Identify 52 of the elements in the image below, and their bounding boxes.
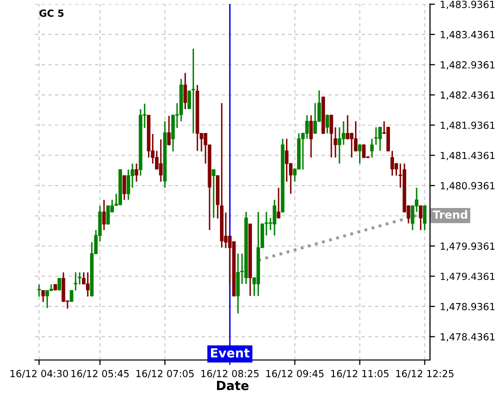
x-axis-title: Date xyxy=(217,380,249,390)
chart-title: GC 5 xyxy=(39,10,64,17)
y-tick-label: 1,478.9361 xyxy=(440,302,494,312)
y-tick-label: 1,483.9361 xyxy=(440,0,494,10)
candlestick xyxy=(45,290,49,309)
candlestick xyxy=(358,144,362,164)
candlestick xyxy=(102,199,106,231)
y-tick-label: 1,482.9361 xyxy=(440,61,494,70)
candlestick xyxy=(183,72,187,110)
candlestick xyxy=(159,138,163,182)
x-tick-label: 16/12 04:30 xyxy=(10,370,68,378)
candlestick xyxy=(62,272,66,303)
x-tick-label: 16/12 08:25 xyxy=(201,370,259,378)
candlestick xyxy=(284,138,288,182)
y-tick-label: 1,481.4361 xyxy=(440,152,494,160)
candlestick xyxy=(422,204,426,231)
candlestick xyxy=(212,168,216,219)
candlestick xyxy=(326,114,330,134)
candlestick xyxy=(86,272,90,298)
ref-line-label: Event xyxy=(210,348,250,358)
candlestick xyxy=(346,114,350,140)
x-tick-label: 16/12 09:45 xyxy=(266,370,324,378)
candlestick xyxy=(134,162,138,182)
candlestick xyxy=(370,138,374,158)
y-tick-label: 1,483.4361 xyxy=(440,30,494,40)
y-tick-label: 1,480.9361 xyxy=(440,182,494,190)
candlestick xyxy=(342,120,346,146)
candlestick xyxy=(276,187,280,220)
candlestick xyxy=(41,290,45,303)
series-label: Trend xyxy=(432,210,468,219)
x-tick-label: 16/12 11:05 xyxy=(331,370,388,378)
y-tick-label: 1,482.4361 xyxy=(440,91,494,100)
candlestick xyxy=(58,278,62,292)
candlestick xyxy=(390,150,394,176)
y-tick-label: 1,478.4361 xyxy=(440,333,494,342)
y-tick-label: 1,481.9361 xyxy=(440,122,494,130)
x-tick-label: 16/12 12:25 xyxy=(396,370,454,378)
candlestick xyxy=(309,114,313,158)
x-tick-label: 16/12 07:05 xyxy=(136,370,194,378)
x-tick-label: 16/12 05:45 xyxy=(71,370,129,378)
candlestick xyxy=(330,114,334,158)
candlestick xyxy=(338,126,342,164)
candlestick xyxy=(374,126,378,146)
y-tick-label: 1,479.4361 xyxy=(440,272,494,282)
candlestick xyxy=(418,204,422,231)
y-tick-label: 1,479.9361 xyxy=(440,242,494,251)
candlestick xyxy=(167,115,171,146)
candlestick xyxy=(272,199,276,236)
candlestick xyxy=(362,144,366,159)
candlestick xyxy=(378,126,382,152)
candlestick xyxy=(236,252,240,314)
candlestick xyxy=(122,174,126,201)
